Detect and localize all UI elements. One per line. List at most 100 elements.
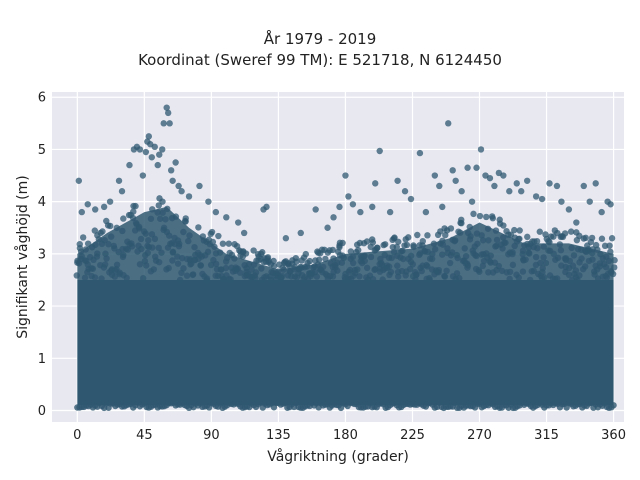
scatter-point xyxy=(594,246,601,253)
scatter-point xyxy=(222,264,230,272)
scatter-point xyxy=(245,261,253,268)
outlier-point xyxy=(159,146,166,153)
scatter-point xyxy=(159,209,166,216)
outlier-point xyxy=(407,195,415,203)
scatter-point xyxy=(167,240,174,248)
scatter-point xyxy=(395,238,402,245)
scatter-point xyxy=(439,241,447,248)
scatter-point xyxy=(611,264,618,271)
outlier-point xyxy=(145,133,153,140)
scatter-point xyxy=(363,238,371,245)
scatter-point xyxy=(466,236,474,243)
outlier-point xyxy=(330,214,337,221)
scatter-point xyxy=(334,267,341,274)
y-axis-title: Signifikant våghöjd (m) xyxy=(14,175,31,338)
scatter-point xyxy=(493,236,501,244)
outlier-point xyxy=(586,198,593,205)
scatter-point xyxy=(393,243,400,251)
scatter-point xyxy=(369,275,377,283)
scatter-point xyxy=(182,215,189,222)
scatter-point xyxy=(499,245,506,252)
scatter-point xyxy=(363,264,371,272)
scatter-point xyxy=(522,256,529,263)
scatter-point xyxy=(302,250,310,258)
outlier-point xyxy=(468,198,476,205)
x-tick-label: 360 xyxy=(601,428,626,443)
scatter-point xyxy=(151,235,159,243)
scatter-point xyxy=(526,276,534,284)
scatter-point xyxy=(569,262,577,269)
scatter-point xyxy=(293,258,300,265)
scatter-point xyxy=(455,228,462,235)
scatter-point xyxy=(236,269,244,276)
scatter-point xyxy=(207,230,214,238)
scatter-point xyxy=(191,243,198,251)
scatter-point xyxy=(550,250,557,258)
scatter-point xyxy=(225,240,233,247)
x-tick-label: 45 xyxy=(136,428,153,443)
scatter-point xyxy=(495,262,502,270)
scatter-point xyxy=(319,263,327,271)
scatter-point xyxy=(101,261,109,268)
scatter-point xyxy=(227,276,234,283)
scatter-point xyxy=(329,246,336,254)
x-tick-label: 270 xyxy=(467,428,492,443)
scatter-point xyxy=(361,252,368,259)
scatter-point xyxy=(444,245,451,252)
scatter-point xyxy=(567,228,575,235)
outlier-point xyxy=(115,177,123,184)
scatter-point xyxy=(339,239,346,247)
outlier-point xyxy=(369,203,376,211)
scatter-point xyxy=(429,250,436,258)
scatter-point xyxy=(589,256,596,263)
scatter-point xyxy=(610,402,617,409)
outlier-point xyxy=(172,159,179,166)
scatter-point xyxy=(169,257,176,264)
scatter-point xyxy=(484,225,492,232)
scatter-point xyxy=(354,266,361,273)
scatter-point xyxy=(453,251,461,259)
scatter-point xyxy=(154,209,161,216)
scatter-point xyxy=(588,234,596,242)
scatter-point xyxy=(416,251,423,259)
x-tick-label: 315 xyxy=(534,428,559,443)
scatter-point xyxy=(464,264,471,271)
scatter-point xyxy=(447,225,455,232)
scatter-point xyxy=(143,262,150,269)
scatter-point xyxy=(250,247,257,254)
scatter-point xyxy=(142,230,149,237)
scatter-point xyxy=(606,242,613,249)
scatter-point xyxy=(216,249,224,256)
outlier-point xyxy=(439,203,446,211)
x-tick-label: 135 xyxy=(266,428,291,443)
scatter-point xyxy=(456,274,463,282)
scatter-point xyxy=(428,255,436,263)
scatter-point xyxy=(430,240,438,247)
scatter-point xyxy=(598,235,606,242)
scatter-point xyxy=(79,234,87,241)
scatter-point xyxy=(155,258,163,266)
outlier-point xyxy=(513,180,520,187)
scatter-point xyxy=(355,246,362,254)
scatter-point xyxy=(252,274,259,282)
scatter-point xyxy=(486,258,494,265)
outlier-point xyxy=(349,201,357,208)
scatter-point xyxy=(391,234,398,241)
scatter-point xyxy=(136,261,144,268)
scatter-point xyxy=(95,236,103,243)
outlier-point xyxy=(154,161,161,169)
scatter-point xyxy=(144,249,151,257)
scatter-point xyxy=(576,272,583,279)
scatter-point xyxy=(441,273,449,280)
scatter-point xyxy=(347,248,355,255)
outlier-point xyxy=(136,146,144,153)
scatter-point xyxy=(313,273,321,280)
scatter-point xyxy=(123,274,130,282)
scatter-point xyxy=(539,268,546,276)
scatter-point xyxy=(557,247,565,254)
outlier-point xyxy=(416,149,424,157)
scatter-point xyxy=(419,237,426,245)
scatter-point xyxy=(478,232,485,239)
scatter-point xyxy=(174,253,181,260)
scatter-point xyxy=(84,261,91,268)
